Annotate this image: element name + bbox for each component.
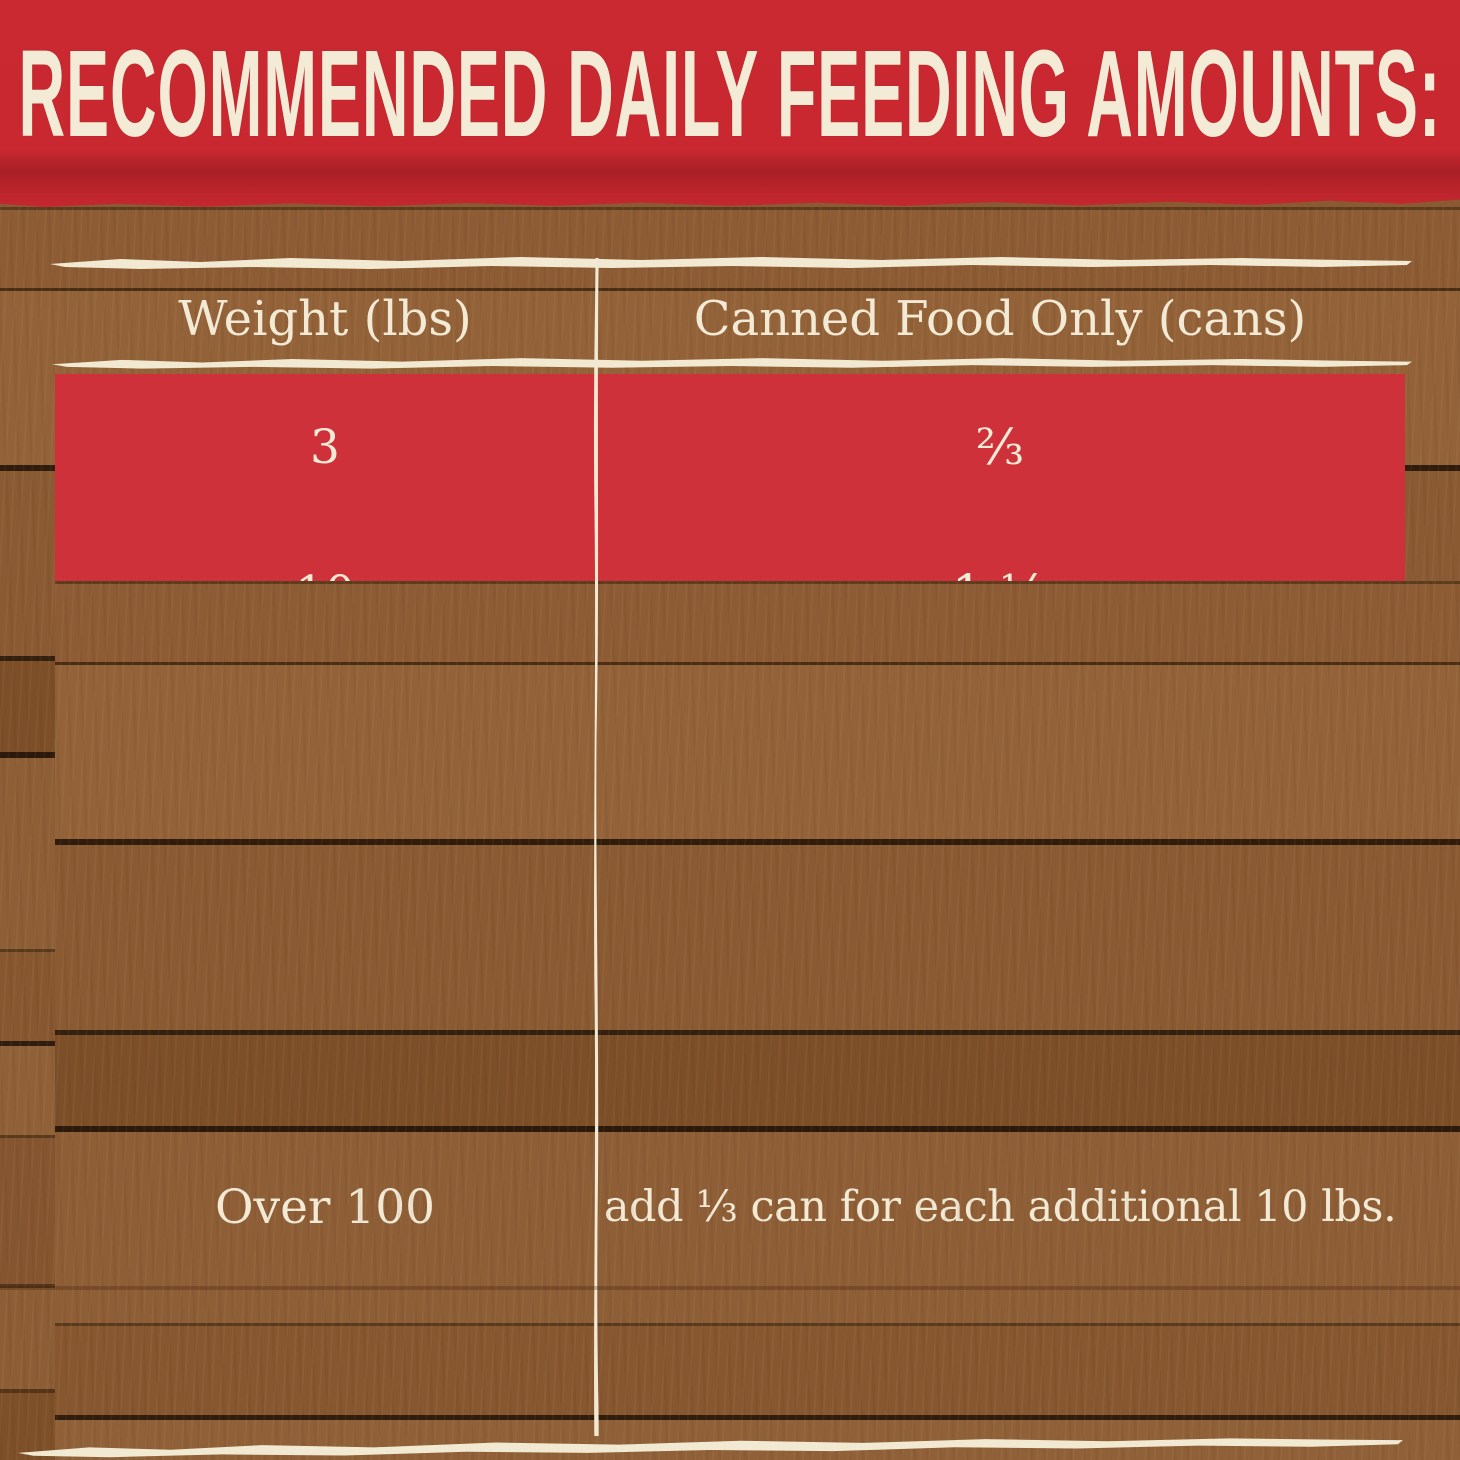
plank-seam (0, 1286, 1460, 1290)
page-title: RECOMMENDED DAILY FEEDING AMOUNTS: (18, 25, 1442, 164)
table-row: 3 ⅔ (55, 374, 1405, 521)
table-top-border (50, 250, 1412, 274)
column-header-weight: Weight (lbs) (178, 291, 472, 347)
table-header-border (52, 352, 1412, 373)
title-banner: RECOMMENDED DAILY FEEDING AMOUNTS: (0, 0, 1460, 207)
cans-note: add ⅓ can for each additional 10 lbs. (603, 1182, 1397, 1232)
table-bottom-border (18, 1429, 1403, 1460)
column-divider (591, 258, 602, 1436)
cans-value: ⅔ (975, 418, 1025, 477)
weight-value: Over 100 (214, 1180, 435, 1235)
weight-value: 3 (310, 419, 340, 475)
feeding-table-body: 3 ⅔ 6 ¾ 10 1 ¼ 15 1 ¾ 20 2 ¼ 30 2 ¾ 40 3… (55, 374, 1460, 1460)
column-header-cans: Canned Food Only (cans) (693, 291, 1307, 347)
table-row: Over 100 add ⅓ can for each additional 1… (55, 581, 1460, 1460)
table-header-row: Weight (lbs) Canned Food Only (cans) (55, 270, 1405, 368)
